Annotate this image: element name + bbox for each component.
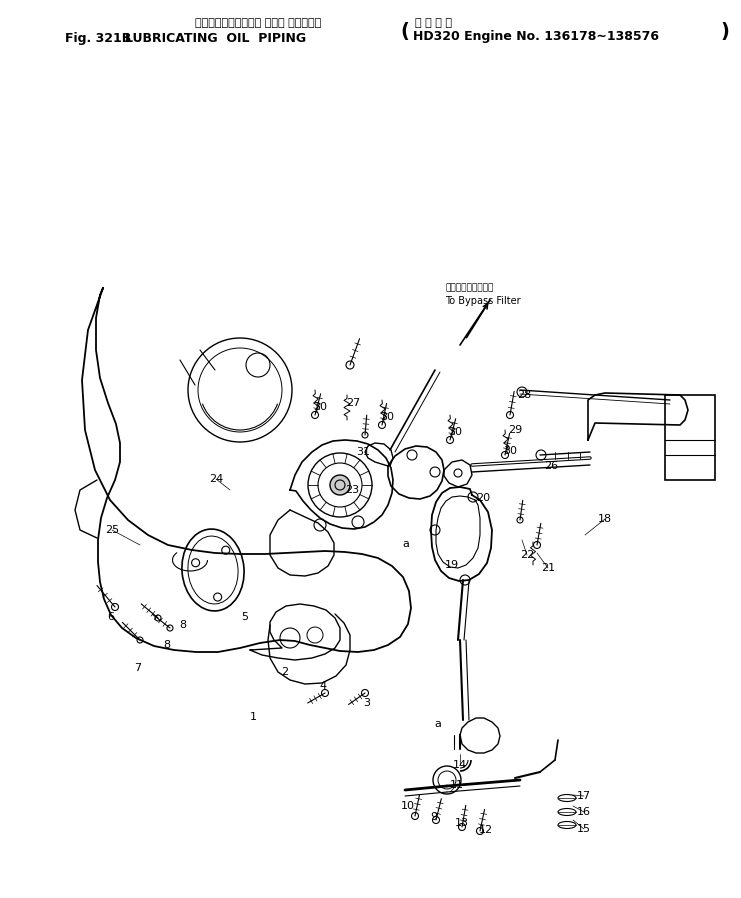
- Text: (: (: [400, 22, 409, 41]
- Text: 25: 25: [105, 525, 119, 535]
- Text: 14: 14: [453, 760, 467, 770]
- Text: ルーブリケーティング オイル パイピング: ルーブリケーティング オイル パイピング: [195, 18, 322, 28]
- Text: 30: 30: [448, 427, 462, 437]
- Text: 3: 3: [364, 698, 370, 708]
- Text: 20: 20: [476, 493, 490, 503]
- Text: 19: 19: [445, 560, 459, 570]
- Text: 17: 17: [577, 791, 591, 801]
- Text: 16: 16: [577, 807, 591, 817]
- Text: 5: 5: [242, 612, 248, 622]
- Text: a: a: [402, 539, 410, 549]
- Circle shape: [330, 475, 350, 495]
- Text: 27: 27: [346, 398, 360, 408]
- Text: ): ): [720, 22, 729, 41]
- Text: バイパスフィルタへ: バイパスフィルタへ: [445, 283, 494, 292]
- Text: 23: 23: [345, 485, 359, 495]
- Text: HD320 Engine No. 136178∼138576: HD320 Engine No. 136178∼138576: [413, 30, 659, 43]
- Text: To Bypass Filter: To Bypass Filter: [445, 296, 521, 306]
- Text: 11: 11: [450, 780, 464, 790]
- Text: 12: 12: [479, 825, 493, 835]
- Text: 2: 2: [282, 667, 288, 677]
- Text: 4: 4: [319, 681, 327, 691]
- Text: 28: 28: [517, 390, 531, 400]
- Text: 21: 21: [541, 563, 555, 573]
- Text: 24: 24: [209, 474, 223, 484]
- Text: 30: 30: [380, 412, 394, 422]
- Text: 29: 29: [508, 425, 522, 435]
- Text: Fig. 321B: Fig. 321B: [65, 32, 131, 45]
- Text: 1: 1: [250, 712, 256, 722]
- Text: 8: 8: [179, 620, 187, 630]
- Text: 適 用 号 機: 適 用 号 機: [415, 18, 452, 28]
- Text: 8: 8: [164, 640, 170, 650]
- Text: 10: 10: [401, 801, 415, 811]
- Bar: [665, 395, 715, 480]
- Text: 9: 9: [431, 812, 438, 822]
- Text: a: a: [434, 719, 442, 729]
- Text: 6: 6: [107, 612, 115, 622]
- Text: 30: 30: [313, 402, 327, 412]
- Text: 22: 22: [520, 550, 534, 560]
- Text: 13: 13: [455, 818, 469, 828]
- Text: LUBRICATING  OIL  PIPING: LUBRICATING OIL PIPING: [125, 32, 306, 45]
- Text: 18: 18: [598, 514, 612, 524]
- Text: 26: 26: [544, 461, 558, 471]
- Text: 31: 31: [356, 447, 370, 457]
- Text: 7: 7: [134, 663, 142, 673]
- Text: 30: 30: [503, 446, 517, 456]
- Text: 15: 15: [577, 824, 591, 834]
